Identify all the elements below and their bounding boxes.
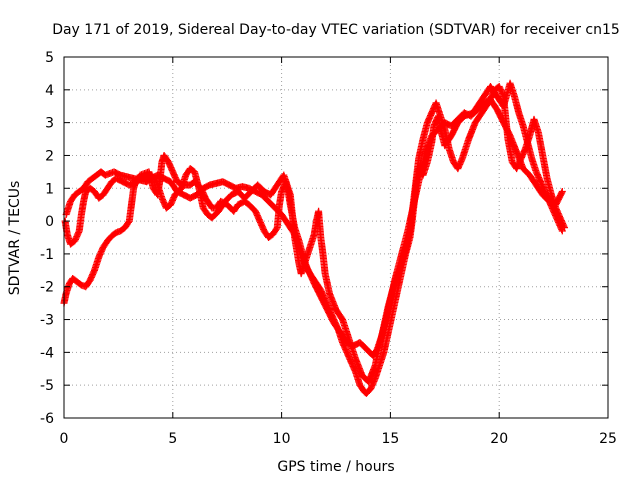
chart-title: Day 171 of 2019, Sidereal Day-to-day VTE… (52, 22, 620, 38)
data-point (558, 189, 566, 197)
y-tick-label: -3 (40, 313, 54, 329)
data-point (558, 188, 566, 196)
x-tick-label: 15 (381, 431, 399, 447)
y-tick-label: 3 (45, 116, 54, 132)
data-point (560, 224, 568, 232)
series-sdtvar (60, 79, 568, 397)
y-tick-label: -6 (40, 411, 54, 427)
y-tick-label: 4 (45, 83, 54, 99)
x-tick-label: 0 (60, 431, 69, 447)
x-tick-label: 5 (168, 431, 177, 447)
x-tick-label: 25 (599, 431, 617, 447)
y-tick-label: 0 (45, 214, 54, 230)
data-series (60, 79, 568, 397)
grid (64, 57, 608, 418)
x-tick-label: 10 (273, 431, 291, 447)
y-tick-label: 1 (45, 181, 54, 197)
y-tick-label: -4 (40, 345, 54, 361)
y-axis-label: SDTVAR / TECUs (7, 181, 23, 296)
y-tick-label: 5 (45, 50, 54, 66)
y-tick-label: -2 (40, 280, 54, 296)
y-tick-label: -5 (40, 378, 54, 394)
plot-frame (63, 56, 609, 419)
y-tick-label: -1 (40, 247, 54, 263)
y-tick-label: 2 (45, 148, 54, 164)
axis-ticks: 0 5 10 15 20 25 -6 -5 -4 -3 -2 -1 0 1 2 3 4 5 (40, 50, 617, 447)
x-axis-label: GPS time / hours (277, 459, 394, 475)
x-tick-label: 20 (490, 431, 508, 447)
